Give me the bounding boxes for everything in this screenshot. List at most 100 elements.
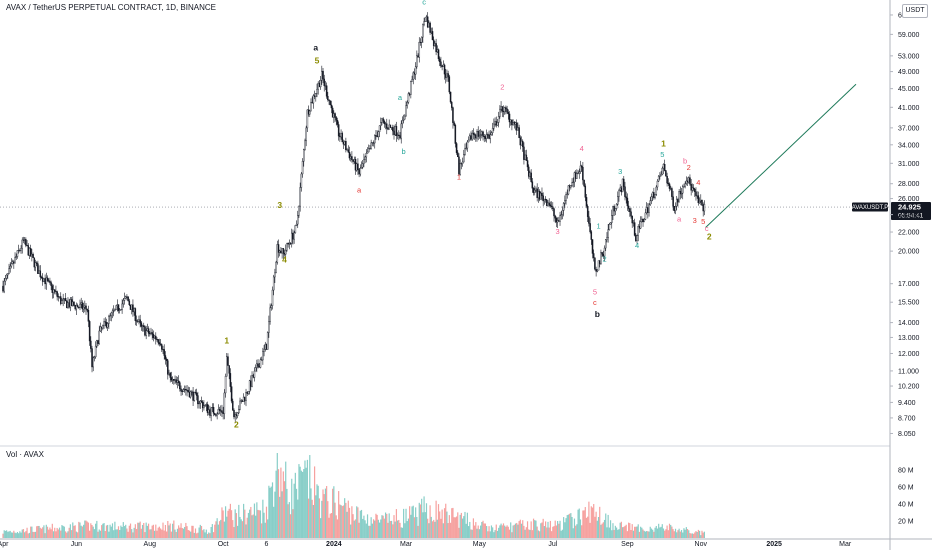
volume-bar [158,526,161,538]
candle-body [81,302,84,310]
volume-bar [139,521,141,538]
volume-bar [393,515,395,538]
candle-body [527,166,530,177]
volume-bar [484,523,487,538]
candle-body [638,226,641,229]
volume-tick-label: 40 M [898,502,914,509]
candle-body [111,310,114,314]
price-tick-label: 12.000 [898,351,920,358]
volume-bar [546,527,548,538]
volume-bar [143,522,145,538]
volume-bar [378,522,381,538]
volume-bar [529,529,531,538]
volume-bar [502,523,505,538]
volume-bar [120,525,122,538]
candle-body [222,412,224,414]
candle-body [168,372,170,375]
volume-bar [344,498,346,538]
candle-body [495,121,498,126]
countdown-label: 05:54:41 [898,213,924,220]
volume-bar [311,499,313,538]
volume-bar [642,529,644,538]
candle-body [536,188,538,198]
candle-body [420,36,423,43]
candle-body [9,265,11,269]
volume-bar [350,524,352,538]
volume-bar [233,527,235,538]
volume-bar [655,525,657,538]
candle-body [568,185,571,188]
candle-body [615,204,618,209]
volume-bar [492,527,494,538]
volume-bar [98,529,100,538]
volume-bar [517,524,519,538]
candle-body [513,122,516,125]
candle-body [149,333,151,335]
candle-body [591,239,594,254]
candle-body [271,289,274,306]
candle-body [141,325,144,327]
candle-body [423,21,425,25]
candle-body [620,187,623,193]
volume-bar [372,519,375,538]
volume-bar [87,522,90,538]
time-tick-label: Apr [0,541,9,548]
volume-bar [636,526,638,538]
time-tick-label: Mar [400,541,413,548]
volume-bar [32,531,34,538]
time-tick-label: 2024 [326,541,342,548]
volume-bar [523,525,525,538]
candle-body [550,205,553,207]
volume-bar [548,527,550,538]
candle-body [183,389,186,391]
volume-bar [634,526,636,538]
volume-bar [68,527,70,538]
volume-bar [125,524,127,538]
candle-body [506,108,508,113]
volume-bar [217,524,219,538]
volume-bar [577,509,579,538]
volume-bar [435,500,437,538]
candle-body [170,377,173,381]
candle-body [138,319,140,322]
candle-body [182,389,185,392]
candle-body [165,358,168,361]
candle-body [293,232,295,240]
candle-body [52,289,55,293]
volume-bar [525,527,527,538]
candle-body [509,119,512,123]
volume-bar [13,530,15,538]
candle-body [217,409,220,414]
volume-bar [605,513,607,538]
candles [2,12,706,422]
candle-body [269,307,271,322]
candle-body [70,299,73,306]
volume-bar [649,526,651,538]
candle-body [512,122,514,126]
volume-bar [398,519,400,538]
candle-body [240,400,242,402]
volume-bar [286,488,288,538]
volume-bar [227,510,229,538]
volume-bar [571,516,573,538]
candle-body [224,376,227,394]
candle-body [295,223,298,226]
wave-label: 3 [277,200,282,210]
volume-bar [384,512,387,538]
volume-bar [179,527,181,538]
candle-body [465,147,467,149]
candle-body [576,173,578,179]
wave-label: b [683,156,687,165]
candle-body [388,124,390,130]
volume-bar [288,502,290,538]
candle-body [340,133,342,138]
currency-button[interactable]: USDT [902,4,928,18]
wave-label: 5 [593,288,597,297]
volume-bar [295,488,298,538]
volume-bar [589,522,591,538]
candle-body [531,181,534,189]
candle-body [209,409,211,416]
volume-bar [363,515,365,538]
